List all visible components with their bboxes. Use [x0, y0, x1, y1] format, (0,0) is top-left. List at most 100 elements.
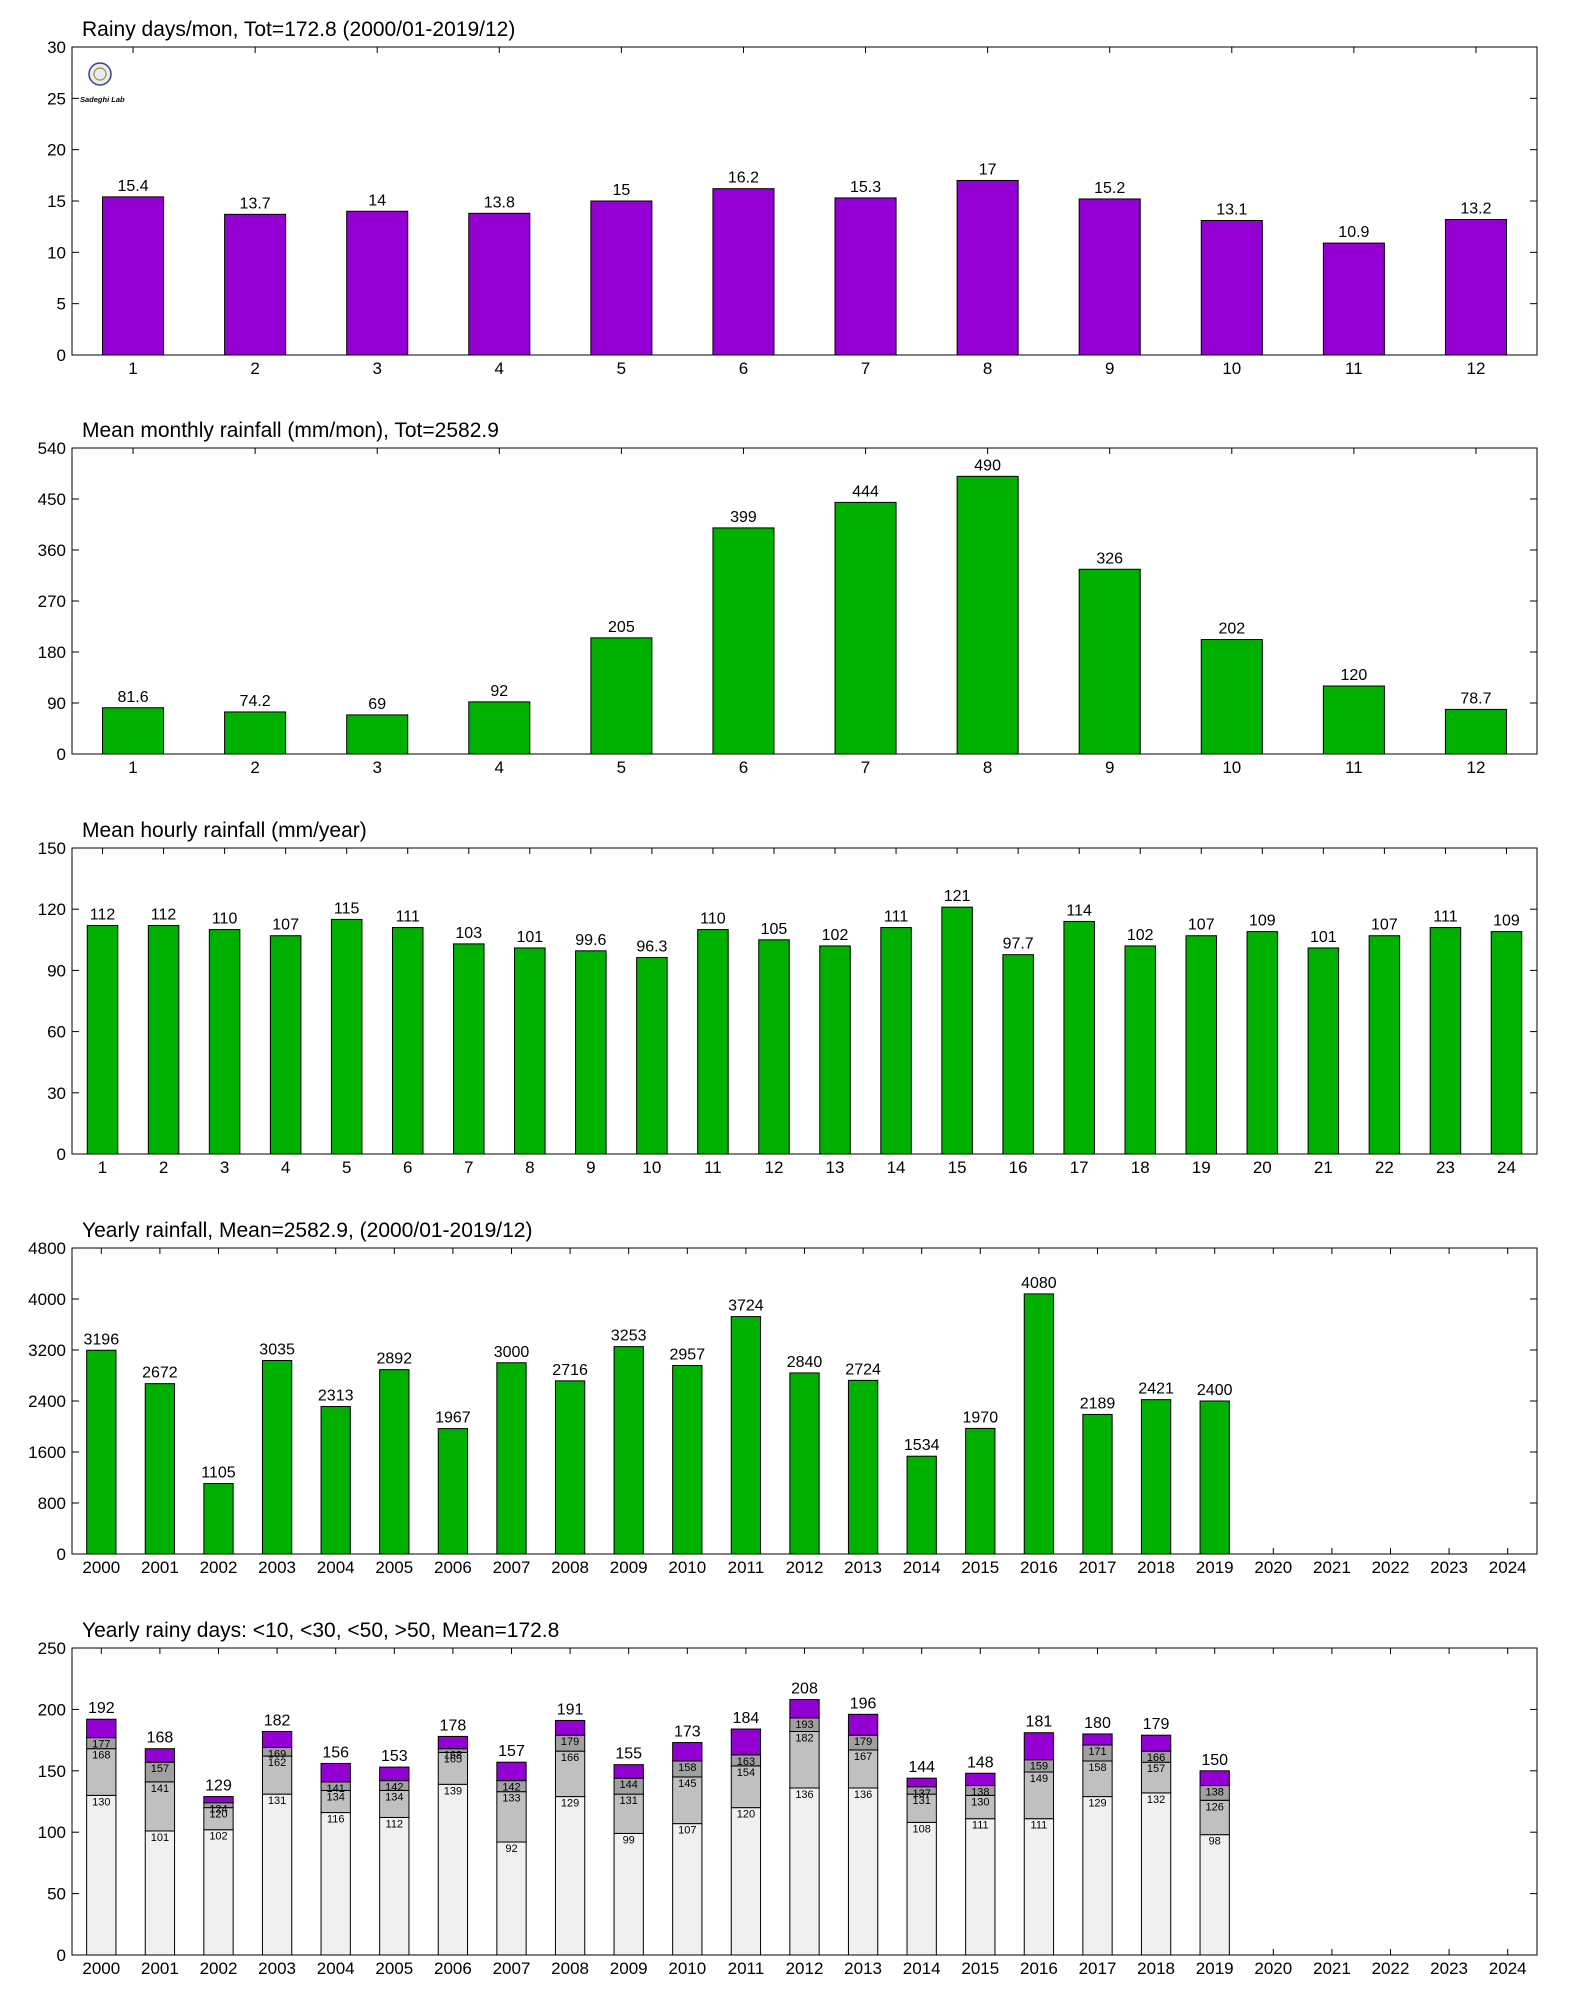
- segment-label: 134: [385, 1791, 403, 1803]
- segment-label: 179: [854, 1736, 872, 1748]
- stack-segment-lt10: [320, 1812, 351, 1956]
- bar: [330, 918, 363, 1155]
- segment-label: 130: [971, 1796, 989, 1808]
- data-label: 92: [490, 683, 508, 700]
- data-label: 129: [205, 1778, 232, 1795]
- stack-segment-lt10: [789, 1787, 820, 1956]
- bar: [269, 935, 302, 1155]
- y-tick-label: 0: [57, 346, 66, 365]
- segment-label: 132: [1147, 1794, 1165, 1806]
- data-label: 1534: [904, 1437, 940, 1454]
- x-tick-label: 7: [861, 758, 870, 777]
- segment-label: 124: [209, 1804, 227, 1816]
- x-tick-label: 3: [220, 1158, 229, 1177]
- bar: [224, 711, 287, 755]
- data-label: 15: [612, 182, 630, 199]
- x-tick-label: 2010: [668, 1558, 706, 1577]
- x-tick-label: 24: [1497, 1158, 1516, 1177]
- x-tick-label: 2013: [844, 1959, 882, 1978]
- segment-label: 157: [1147, 1763, 1165, 1775]
- data-label: 181: [1026, 1714, 1053, 1731]
- data-label: 69: [368, 696, 386, 713]
- bar: [1444, 218, 1507, 356]
- x-tick-label: 21: [1314, 1158, 1333, 1177]
- y-tick-label: 150: [38, 1762, 66, 1781]
- data-label: 144: [908, 1759, 935, 1776]
- x-tick-label: 10: [1222, 758, 1241, 777]
- stack-segment-lt10: [203, 1829, 234, 1956]
- segment-label: 159: [1030, 1761, 1048, 1773]
- data-label: 150: [1201, 1752, 1228, 1769]
- data-label: 444: [852, 483, 879, 500]
- bar: [1200, 639, 1263, 755]
- segment-label: 131: [268, 1795, 286, 1807]
- x-tick-label: 2017: [1079, 1959, 1117, 1978]
- segment-label: 166: [561, 1752, 579, 1764]
- y-tick-label: 0: [57, 1946, 66, 1965]
- segment-label: 102: [209, 1831, 227, 1843]
- data-label: 107: [272, 917, 299, 934]
- segment-label: 138: [971, 1787, 989, 1799]
- data-label: 81.6: [117, 689, 148, 706]
- segment-label: 133: [502, 1793, 520, 1805]
- bar: [379, 1369, 410, 1555]
- x-tick-label: 12: [765, 1158, 784, 1177]
- bar: [1063, 920, 1095, 1155]
- x-tick-label: 1: [128, 758, 137, 777]
- segment-label: 142: [385, 1782, 403, 1794]
- stack-segment-total: [1140, 1734, 1172, 1752]
- bar: [346, 210, 409, 356]
- y-tick-label: 0: [57, 1145, 66, 1164]
- x-tick-label: 5: [617, 359, 626, 378]
- stack-segment-lt10: [86, 1794, 117, 1956]
- data-label: 121: [944, 888, 971, 905]
- bar: [346, 714, 409, 755]
- stack-segment-total: [203, 1796, 234, 1804]
- bar: [1322, 685, 1385, 755]
- segment-label: 154: [737, 1767, 755, 1779]
- data-label: 182: [264, 1713, 291, 1730]
- x-tick-label: 2023: [1430, 1558, 1468, 1577]
- data-label: 191: [557, 1701, 584, 1718]
- y-tick-label: 3200: [28, 1341, 66, 1360]
- y-tick-label: 10: [47, 243, 66, 262]
- y-tick-label: 450: [38, 490, 66, 509]
- y-tick-label: 2400: [28, 1392, 66, 1411]
- data-label: 15.4: [117, 178, 148, 195]
- bar: [819, 945, 851, 1155]
- y-tick-label: 30: [47, 1084, 66, 1103]
- segment-label: 171: [1088, 1746, 1106, 1758]
- bar: [1078, 568, 1141, 755]
- segment-label: 168: [444, 1750, 462, 1762]
- data-label: 103: [455, 925, 482, 942]
- x-tick-label: 2: [250, 359, 259, 378]
- x-tick-label: 12: [1466, 758, 1485, 777]
- y-tick-label: 270: [38, 592, 66, 611]
- data-label: 101: [516, 929, 543, 946]
- bar: [1444, 708, 1507, 755]
- x-tick-label: 7: [861, 359, 870, 378]
- x-tick-label: 8: [525, 1158, 534, 1177]
- bar: [1490, 931, 1523, 1155]
- x-tick-label: 2012: [786, 1558, 824, 1577]
- data-label: 115: [334, 900, 360, 917]
- data-label: 112: [151, 907, 177, 924]
- x-tick-label: 5: [617, 758, 626, 777]
- stack-segment-lt30: [1023, 1771, 1055, 1820]
- bar: [956, 475, 1019, 755]
- data-label: 13.7: [240, 195, 271, 212]
- segment-label: 165: [444, 1753, 462, 1765]
- x-tick-label: 2021: [1313, 1558, 1351, 1577]
- x-tick-label: 2005: [375, 1558, 413, 1577]
- bar: [1199, 1400, 1230, 1555]
- segment-label: 126: [1206, 1801, 1224, 1813]
- segment-label: 136: [795, 1789, 813, 1801]
- y-tick-label: 90: [47, 694, 66, 713]
- x-tick-label: 22: [1375, 1158, 1394, 1177]
- stack-segment-total: [906, 1777, 937, 1788]
- segment-label: 193: [795, 1719, 813, 1731]
- x-tick-label: 12: [1466, 359, 1485, 378]
- bar: [758, 939, 790, 1155]
